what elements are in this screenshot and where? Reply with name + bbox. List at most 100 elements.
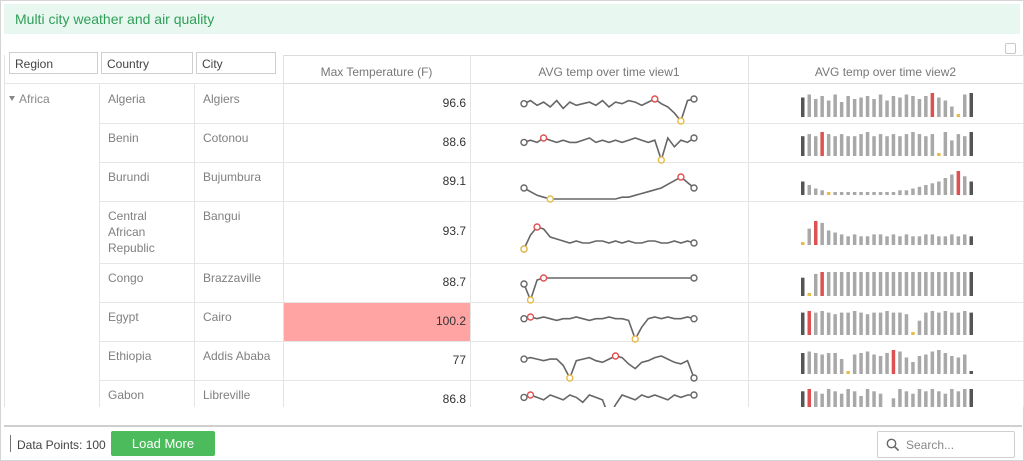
sparkline-bar <box>826 312 831 335</box>
city-cell[interactable]: Addis Ababa <box>203 349 271 363</box>
sparkline-bar <box>820 311 824 335</box>
sparkline-bar <box>807 134 811 156</box>
city-cell[interactable]: Libreville <box>203 388 251 402</box>
sparkline-bar <box>865 389 870 407</box>
sparkline-low-point <box>566 374 574 382</box>
country-filter[interactable]: Country <box>101 52 193 74</box>
sparkline-bar <box>891 192 896 195</box>
sparkline-bar <box>801 242 805 245</box>
header-max-temperature[interactable]: Max Temperature (F) <box>283 55 470 84</box>
sparkline-bar <box>865 96 870 117</box>
country-cell[interactable]: Central African Republic <box>108 208 155 256</box>
sparkline-high-point <box>526 391 535 399</box>
sparkline-bar <box>833 353 837 374</box>
city-cell[interactable]: Bujumbura <box>203 170 262 184</box>
sparkline-bar <box>839 272 844 296</box>
title-bar: Multi city weather and air quality <box>4 4 1020 34</box>
sparkline-bar <box>943 100 948 117</box>
sparkline-bar <box>814 391 818 407</box>
sparkline-bar <box>930 272 935 296</box>
city-filter[interactable]: City <box>196 52 276 74</box>
load-more-button[interactable]: Load More <box>111 431 215 456</box>
sparkline-bar <box>814 221 818 245</box>
max-temperature-cell[interactable]: 88.7 <box>442 275 466 289</box>
sparkline-low-point <box>631 335 639 343</box>
sparkline-bar <box>891 312 896 335</box>
sparkline-bar <box>943 311 948 335</box>
sparkline-bar <box>904 134 909 156</box>
group-row-africa[interactable]: Africa <box>9 92 50 106</box>
header-avg-temp-view1[interactable]: AVG temp over time view1 <box>470 55 748 84</box>
country-cell[interactable]: Egypt <box>108 309 139 325</box>
max-temperature-cell[interactable]: 96.6 <box>442 96 466 110</box>
city-cell[interactable]: Cairo <box>203 310 232 324</box>
sparkline-bar <box>885 100 889 117</box>
sparkline-bar <box>904 234 909 245</box>
sparkline-bar <box>814 353 818 374</box>
max-temperature-cell[interactable]: 77 <box>452 353 466 367</box>
max-temperature-cell[interactable]: 86.8 <box>442 392 466 406</box>
sparkline-path <box>523 277 694 303</box>
sparkline-bar <box>852 391 857 407</box>
sparkline-bar <box>950 389 954 407</box>
city-cell[interactable]: Brazzaville <box>203 271 262 285</box>
sparkline-first-point <box>520 393 528 402</box>
sparkline-bar <box>826 230 831 245</box>
column-divider <box>748 55 749 407</box>
city-cell[interactable]: Algiers <box>203 92 240 106</box>
sparkline-bar <box>814 136 818 156</box>
sparkline-bar <box>898 236 902 245</box>
header-avg-temp-view2-label: AVG temp over time view2 <box>814 65 957 79</box>
country-cell[interactable]: Benin <box>108 130 139 146</box>
sparkline-high-point <box>539 274 548 282</box>
sparkline-bar <box>872 192 876 195</box>
select-all-checkbox[interactable] <box>1005 43 1016 54</box>
sparkline-bar <box>969 236 973 245</box>
sparkline-bar <box>930 311 935 335</box>
expand-triangle-icon[interactable] <box>9 96 15 101</box>
sparkline-bar <box>956 236 961 245</box>
sparkline-bar <box>969 272 973 296</box>
sparkline-bar <box>969 181 973 195</box>
sparkline-bar <box>865 351 870 374</box>
sparkline-bar <box>833 94 837 117</box>
country-cell[interactable]: Congo <box>108 270 143 286</box>
sparkline-bar <box>963 176 967 196</box>
sparkline-bar <box>956 134 961 156</box>
city-filter-label: City <box>202 57 223 71</box>
temperature-line-sparkline <box>520 223 698 253</box>
sparkline-bar <box>898 97 902 117</box>
country-cell[interactable]: Ethiopia <box>108 348 151 364</box>
max-temperature-cell[interactable]: 89.1 <box>442 174 466 188</box>
sparkline-bar <box>878 94 883 117</box>
search-input[interactable] <box>906 436 1010 454</box>
sparkline-bar <box>852 99 857 117</box>
country-cell[interactable]: Burundi <box>108 169 149 185</box>
sparkline-bar <box>826 353 831 374</box>
sparkline-bar <box>865 272 870 296</box>
city-cell[interactable]: Bangui <box>203 209 241 223</box>
sparkline-high-point <box>539 134 548 142</box>
sparkline-bar <box>846 272 850 296</box>
sparkline-bar <box>865 192 870 195</box>
sparkline-last-point <box>690 391 698 399</box>
city-cell[interactable]: Cotonou <box>203 131 249 145</box>
header-divider <box>4 83 283 84</box>
region-filter[interactable]: Region <box>9 52 98 74</box>
max-temperature-cell[interactable]: 88.6 <box>442 135 466 149</box>
sparkline-high-point <box>651 95 659 103</box>
country-cell[interactable]: Gabon <box>108 387 144 403</box>
sparkline-high-point <box>533 223 541 231</box>
row-divider <box>99 263 1023 264</box>
max-temperature-cell[interactable]: 93.7 <box>442 224 466 238</box>
sparkline-bar <box>833 391 837 407</box>
sparkline-bar <box>852 192 857 195</box>
header-avg-temp-view2[interactable]: AVG temp over time view2 <box>748 55 1023 84</box>
header-avg-temp-view1-label: AVG temp over time view1 <box>538 65 680 79</box>
sparkline-first-point <box>520 138 528 147</box>
country-cell[interactable]: Algeria <box>108 91 145 107</box>
max-temperature-cell[interactable]: 100.2 <box>435 314 466 328</box>
sparkline-bar <box>891 234 896 245</box>
sparkline-bar <box>833 192 837 195</box>
sparkline-bar <box>904 272 909 296</box>
